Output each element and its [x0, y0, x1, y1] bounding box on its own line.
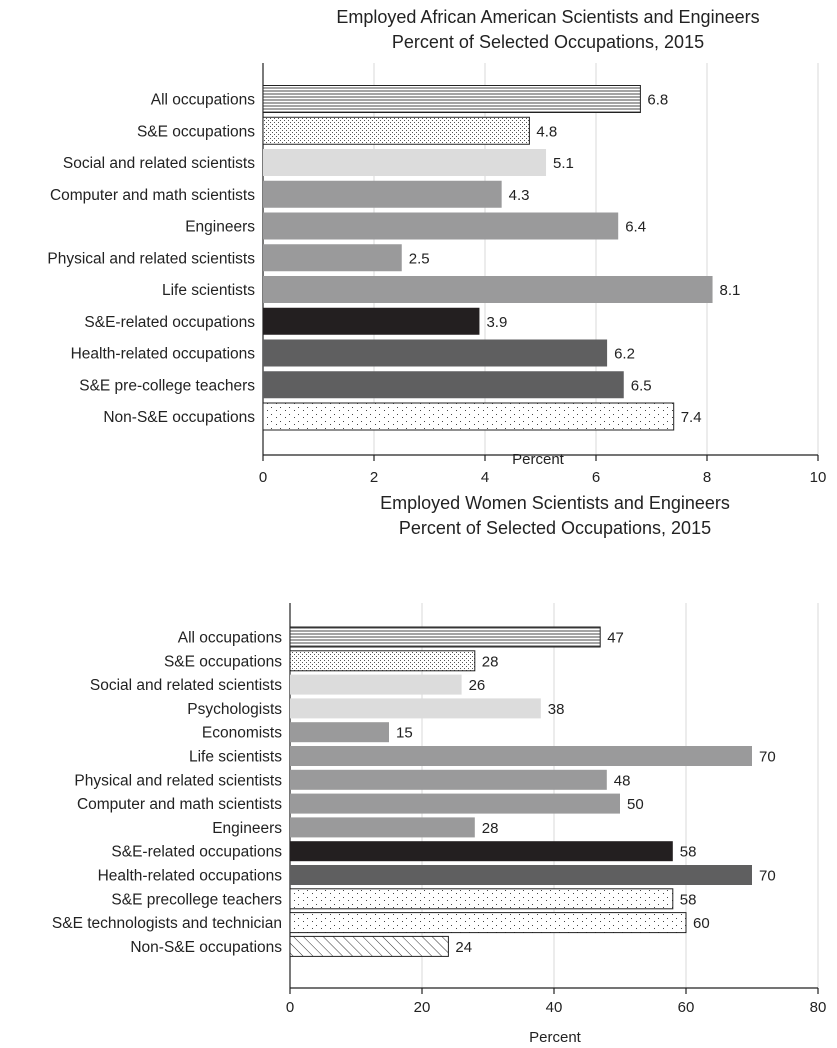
value-label: 26: [469, 677, 486, 694]
x-tick-label: 6: [592, 469, 600, 486]
women-chart: Employed Women Scientists and Engineers …: [52, 493, 826, 1046]
value-label: 6.4: [625, 219, 646, 236]
x-tick-label: 80: [810, 999, 827, 1016]
value-label: 15: [396, 725, 413, 742]
category-label: Engineers: [212, 820, 282, 837]
value-label: 5.1: [553, 155, 574, 172]
category-label: Social and related scientists: [90, 677, 282, 694]
x-axis-label: Percent: [512, 451, 565, 468]
bar: [263, 276, 713, 303]
value-label: 38: [548, 701, 565, 718]
category-label: Non-S&E occupations: [130, 939, 282, 956]
value-label: 58: [680, 891, 697, 908]
bar: [290, 865, 752, 885]
bar: [262, 402, 675, 431]
category-label: S&E pre-college teachers: [79, 377, 255, 394]
category-label: Life scientists: [162, 282, 255, 299]
category-label: Social and related scientists: [63, 155, 255, 172]
bar: [290, 841, 673, 862]
bar: [289, 626, 601, 648]
value-label: 70: [759, 868, 776, 885]
value-label: 47: [607, 630, 624, 647]
value-label: 58: [680, 844, 697, 861]
bar: [290, 817, 475, 838]
bar: [290, 722, 389, 743]
category-label: Engineers: [185, 219, 255, 236]
category-label: Physical and related scientists: [47, 250, 255, 267]
category-label: Life scientists: [189, 749, 282, 766]
category-label: All occupations: [178, 630, 283, 647]
bar: [262, 116, 530, 145]
bar: [263, 371, 624, 399]
bar: [289, 912, 687, 934]
chart-subtitle: Percent of Selected Occupations, 2015: [392, 32, 704, 52]
bar: [289, 935, 449, 957]
bar: [289, 888, 674, 910]
value-label: 28: [482, 653, 499, 670]
x-tick-label: 10: [810, 469, 827, 486]
value-label: 60: [693, 915, 710, 932]
value-label: 3.9: [486, 314, 507, 331]
category-label: S&E occupations: [164, 653, 282, 670]
value-label: 4.8: [536, 123, 557, 140]
bar: [263, 244, 402, 272]
value-label: 7.4: [681, 409, 702, 426]
category-label: Non-S&E occupations: [103, 409, 255, 426]
category-label: Health-related occupations: [71, 346, 256, 363]
value-label: 50: [627, 796, 644, 813]
x-axis-label: Percent: [529, 1029, 582, 1046]
bar: [290, 793, 620, 814]
category-label: S&E occupations: [137, 123, 255, 140]
x-tick-label: 40: [546, 999, 563, 1016]
bar: [290, 674, 462, 695]
value-label: 24: [455, 939, 472, 956]
category-label: Health-related occupations: [98, 868, 283, 885]
x-tick-label: 20: [414, 999, 431, 1016]
value-label: 6.2: [614, 346, 635, 363]
category-label: Computer and math scientists: [77, 796, 282, 813]
category-label: Physical and related scientists: [74, 772, 282, 789]
value-label: 8.1: [720, 282, 741, 299]
category-label: S&E technologists and technician: [52, 915, 282, 932]
bar: [263, 307, 480, 335]
x-tick-label: 60: [678, 999, 695, 1016]
bar: [263, 149, 547, 176]
category-label: Economists: [202, 725, 282, 742]
bar: [290, 698, 541, 719]
bar: [290, 746, 752, 766]
african-american-chart: Employed African American Scientists and…: [47, 7, 826, 486]
bar: [262, 85, 641, 113]
bar: [263, 212, 619, 240]
category-label: S&E-related occupations: [111, 844, 282, 861]
value-label: 6.5: [631, 377, 652, 394]
x-tick-label: 4: [481, 469, 489, 486]
chart-title: Employed African American Scientists and…: [336, 7, 759, 27]
value-label: 2.5: [409, 250, 430, 267]
bar: [290, 769, 607, 790]
value-label: 48: [614, 772, 631, 789]
category-label: S&E-related occupations: [84, 314, 255, 331]
value-label: 4.3: [509, 187, 530, 204]
bar: [263, 339, 608, 367]
value-label: 70: [759, 749, 776, 766]
bar: [263, 180, 502, 208]
chart-title: Employed Women Scientists and Engineers: [380, 493, 730, 513]
category-label: Computer and math scientists: [50, 187, 255, 204]
category-label: S&E precollege teachers: [111, 891, 282, 908]
x-tick-label: 0: [259, 469, 267, 486]
category-label: Psychologists: [187, 701, 282, 718]
x-tick-label: 8: [703, 469, 711, 486]
chart-subtitle: Percent of Selected Occupations, 2015: [399, 518, 711, 538]
value-label: 6.8: [647, 92, 668, 109]
value-label: 28: [482, 820, 499, 837]
x-tick-label: 0: [286, 999, 294, 1016]
bar: [289, 650, 476, 672]
x-tick-label: 2: [370, 469, 378, 486]
category-label: All occupations: [151, 92, 256, 109]
